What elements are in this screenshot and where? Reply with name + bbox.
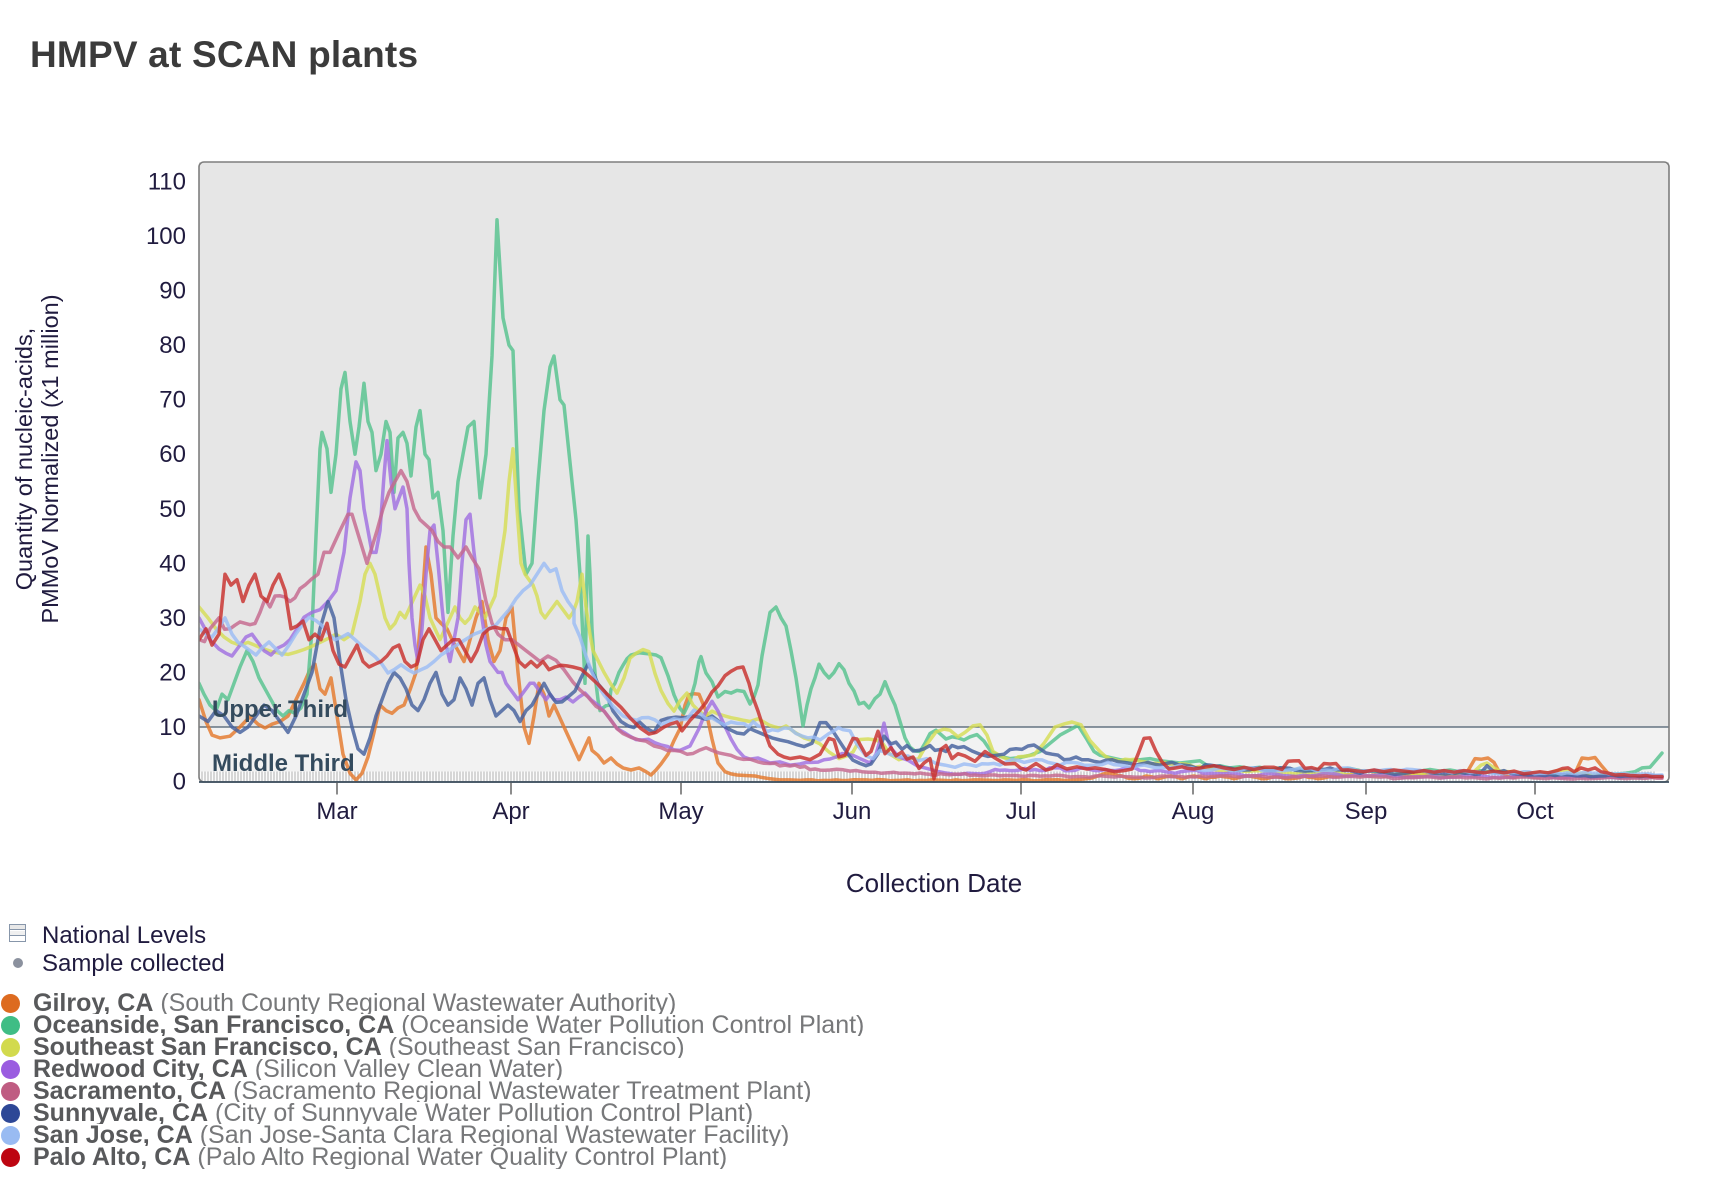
svg-text:40: 40: [159, 550, 186, 577]
svg-text:50: 50: [159, 496, 186, 523]
svg-text:Jul: Jul: [1006, 798, 1037, 825]
svg-text:Quantity of nucleic-acids,: Quantity of nucleic-acids,: [11, 328, 37, 591]
svg-text:Sep: Sep: [1345, 798, 1388, 825]
svg-text:110: 110: [148, 169, 186, 196]
svg-text:60: 60: [159, 441, 186, 468]
svg-text:0: 0: [173, 769, 186, 796]
svg-text:70: 70: [159, 387, 186, 414]
svg-text:Collection Date: Collection Date: [846, 868, 1022, 898]
svg-text:Mar: Mar: [316, 798, 357, 825]
svg-text:Aug: Aug: [1172, 798, 1215, 825]
svg-text:Apr: Apr: [492, 798, 529, 825]
svg-text:Middle Third: Middle Third: [212, 750, 355, 777]
svg-text:PMMoV Normalized (x1 million): PMMoV Normalized (x1 million): [37, 294, 63, 623]
svg-text:90: 90: [159, 278, 186, 305]
svg-text:10: 10: [159, 714, 186, 741]
svg-text:80: 80: [159, 332, 186, 359]
svg-text:30: 30: [159, 605, 186, 632]
svg-text:100: 100: [146, 223, 186, 250]
svg-text:Oct: Oct: [1516, 798, 1554, 825]
svg-text:Jun: Jun: [833, 798, 872, 825]
svg-text:20: 20: [159, 659, 186, 686]
svg-text:Upper Third: Upper Third: [212, 696, 348, 723]
svg-text:May: May: [658, 798, 703, 825]
